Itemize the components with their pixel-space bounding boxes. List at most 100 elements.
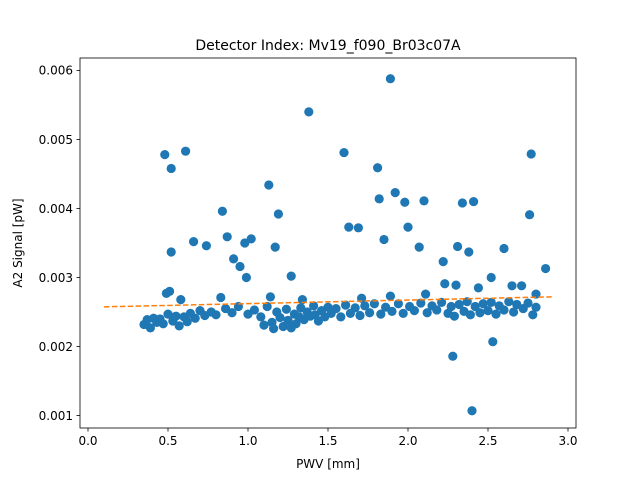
- data-point: [171, 311, 181, 321]
- data-point: [464, 247, 474, 257]
- data-point: [229, 254, 239, 264]
- data-point: [403, 222, 413, 232]
- data-point: [270, 242, 280, 252]
- data-point: [523, 298, 533, 308]
- data-point: [478, 299, 488, 309]
- data-point: [486, 297, 496, 307]
- data-point: [265, 292, 275, 302]
- data-point: [341, 300, 351, 310]
- data-point: [491, 309, 501, 319]
- data-point: [182, 317, 192, 327]
- data-point: [398, 308, 408, 319]
- data-point: [488, 337, 498, 347]
- data-point: [160, 150, 170, 160]
- x-tick-label: 2.0: [398, 434, 417, 448]
- data-point: [483, 306, 493, 316]
- data-point: [181, 146, 191, 156]
- data-point: [350, 303, 360, 313]
- data-point: [158, 319, 168, 329]
- data-point: [286, 271, 296, 281]
- data-point: [470, 301, 480, 312]
- data-point: [465, 310, 475, 320]
- data-point: [385, 74, 395, 84]
- data-point: [486, 272, 496, 283]
- data-point: [336, 312, 346, 322]
- data-point: [467, 406, 477, 416]
- data-point: [387, 306, 397, 316]
- data-point: [376, 309, 386, 319]
- data-point: [278, 321, 288, 332]
- x-tick-label: 1.5: [318, 434, 337, 448]
- data-point: [249, 305, 259, 315]
- data-point: [145, 323, 155, 333]
- y-tick-label: 0.006: [39, 64, 73, 78]
- data-point: [331, 303, 341, 314]
- y-tick-label: 0.005: [39, 133, 73, 147]
- data-point: [201, 241, 211, 251]
- data-point: [473, 283, 483, 293]
- data-point: [291, 319, 301, 329]
- data-point: [246, 234, 256, 244]
- data-point: [504, 297, 514, 307]
- data-point: [216, 292, 226, 303]
- data-point: [419, 196, 429, 206]
- data-point: [393, 299, 403, 309]
- x-axis-ticks: 0.0 0.5 1.0 1.5 2.0 2.5 3.0: [78, 428, 578, 448]
- x-axis-label: PWV [mm]: [296, 457, 360, 471]
- data-point: [453, 241, 463, 252]
- data-point: [432, 305, 442, 315]
- data-point: [353, 223, 363, 233]
- data-point: [166, 163, 176, 174]
- data-point: [526, 149, 536, 159]
- data-point: [457, 198, 467, 208]
- data-point: [344, 222, 354, 232]
- data-point: [373, 163, 383, 173]
- data-point: [360, 301, 370, 311]
- data-point: [475, 308, 485, 318]
- fit-line-layer: [103, 296, 553, 308]
- data-point: [446, 301, 456, 312]
- data-point: [264, 180, 274, 190]
- data-point: [190, 313, 200, 323]
- data-point: [273, 209, 283, 219]
- data-point: [541, 263, 551, 274]
- data-point: [174, 321, 184, 331]
- data-point: [469, 196, 479, 207]
- y-axis-ticks: 0.001 0.002 0.003 0.004 0.005 0.006: [39, 64, 80, 423]
- data-point: [390, 188, 400, 198]
- fit-line: [103, 296, 553, 308]
- data-point: [309, 301, 319, 311]
- data-point: [448, 351, 458, 361]
- x-tick-label: 0.5: [158, 434, 177, 448]
- y-axis-label: A2 Signal [pW]: [11, 198, 25, 287]
- data-point: [499, 243, 509, 254]
- data-point: [166, 247, 176, 257]
- data-point: [449, 311, 459, 321]
- data-point: [365, 308, 375, 318]
- y-tick-label: 0.003: [39, 271, 73, 285]
- data-point: [454, 299, 464, 310]
- data-point: [508, 307, 519, 317]
- data-point: [507, 281, 517, 291]
- data-point: [528, 310, 538, 320]
- data-point: [409, 306, 419, 316]
- data-point: [189, 237, 199, 247]
- data-point: [262, 301, 272, 312]
- data-point: [385, 291, 395, 301]
- data-point: [499, 305, 509, 315]
- data-point: [275, 312, 285, 323]
- data-point: [525, 210, 535, 220]
- data-point: [163, 309, 173, 319]
- data-point: [531, 302, 541, 312]
- x-tick-label: 1.0: [238, 434, 257, 448]
- data-point: [165, 286, 175, 296]
- data-point: [235, 261, 245, 272]
- data-point: [379, 234, 389, 245]
- data-point: [241, 272, 251, 283]
- data-point: [339, 147, 349, 158]
- data-point: [440, 279, 450, 289]
- x-tick-label: 2.5: [478, 434, 497, 448]
- data-point: [451, 280, 461, 290]
- data-point: [531, 289, 541, 299]
